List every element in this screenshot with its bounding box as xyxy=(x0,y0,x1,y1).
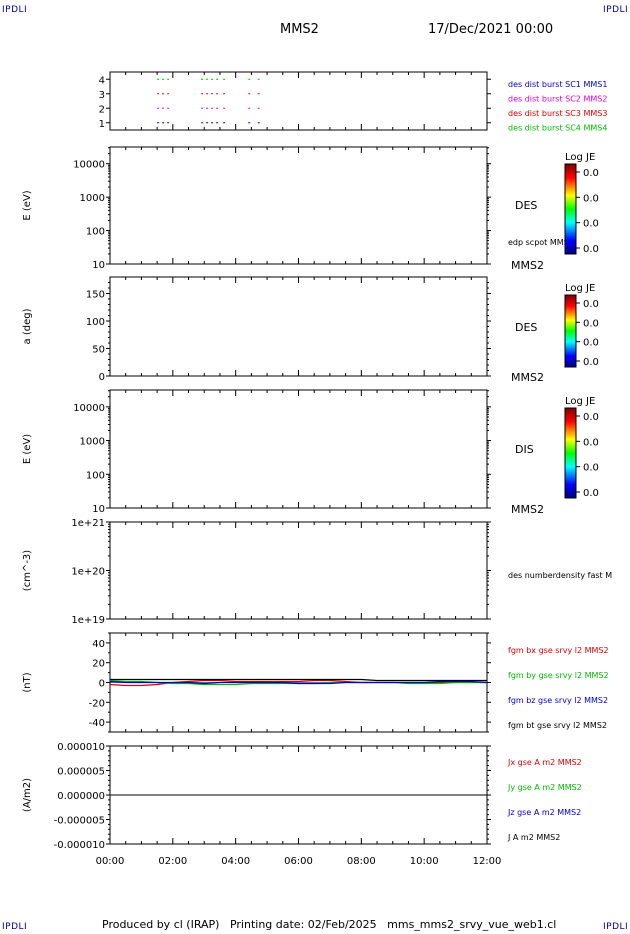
y-tick-label: 10000 xyxy=(73,403,105,414)
instrument-label: DIS xyxy=(515,443,534,456)
corner-label-bottom-left: IPDLI xyxy=(2,922,28,932)
y-tick-label: 100 xyxy=(86,317,105,328)
y-tick-label: 10000 xyxy=(73,160,105,171)
y-tick-label: 50 xyxy=(92,345,105,356)
colorbar-tick-label: 0.0 xyxy=(583,338,599,349)
y-tick-label: 100 xyxy=(86,470,105,481)
y-tick-label: -0.000005 xyxy=(54,816,105,827)
legend-label: fgm bx gse srvy l2 MMS2 xyxy=(508,646,609,655)
x-tick-label: 12:00 xyxy=(473,856,502,867)
y-tick-label: 0.000005 xyxy=(57,767,105,778)
colorbar-tick-label: 0.0 xyxy=(583,299,599,310)
x-tick-label: 00:00 xyxy=(96,856,125,867)
y-axis-label: a (deg) xyxy=(22,308,33,344)
corner-label: MMS2 xyxy=(511,371,544,384)
y-tick-label: 3 xyxy=(99,90,105,101)
y-tick-label: 0.000000 xyxy=(57,791,105,802)
series-line-blue xyxy=(109,680,488,685)
legend-label: fgm bt gse srvy l2 MMS2 xyxy=(508,721,607,730)
legend-label: des dist burst SC3 MMS3 xyxy=(508,109,607,118)
instrument-label: DES xyxy=(515,321,537,334)
colorbar xyxy=(564,163,577,255)
y-tick-label: 10 xyxy=(92,260,105,271)
colorbar-tick-label: 0.0 xyxy=(583,193,599,204)
colorbar xyxy=(564,294,577,368)
spacecraft-title: MMS2 xyxy=(280,22,319,37)
y-tick-label: -0.000010 xyxy=(54,840,105,851)
overlay-label: edp scpot MMS2 xyxy=(508,238,574,247)
colorbar-tick-label: 0.0 xyxy=(583,219,599,230)
y-tick-label: 0 xyxy=(99,679,105,690)
x-tick-label: 08:00 xyxy=(347,856,376,867)
y-tick-label: 1e+19 xyxy=(71,615,105,626)
y-tick-label: 1000 xyxy=(80,193,105,204)
legend-label: fgm by gse srvy l2 MMS2 xyxy=(508,671,609,680)
y-tick-label: 150 xyxy=(86,290,105,301)
colorbar-tick-label: 0.0 xyxy=(583,463,599,474)
y-tick-label: 1 xyxy=(99,119,105,130)
corner-label-bottom-right: IPDLI xyxy=(603,922,629,932)
y-axis-label: E (eV) xyxy=(22,190,33,220)
legend-label: Jz gse A m2 MMS2 xyxy=(507,808,581,817)
y-axis-label: (A/m2) xyxy=(22,778,33,812)
y-tick-label: 4 xyxy=(99,75,105,86)
x-tick-label: 02:00 xyxy=(158,856,187,867)
legend-label: Jy gse A m2 MMS2 xyxy=(507,783,582,792)
colorbar-tick-label: 0.0 xyxy=(583,488,599,499)
panel-frame xyxy=(109,276,488,377)
colorbar-title: Log JE xyxy=(565,396,595,407)
y-tick-label: 1e+21 xyxy=(71,518,105,529)
corner-label: MMS2 xyxy=(511,503,544,516)
colorbar-tick-label: 0.0 xyxy=(583,168,599,179)
instrument-label: DES xyxy=(515,199,537,212)
x-tick-label: 04:00 xyxy=(221,856,250,867)
x-tick-label: 06:00 xyxy=(284,856,313,867)
colorbar-title: Log JE xyxy=(565,152,595,163)
y-axis-label: E (eV) xyxy=(22,434,33,464)
panel-frame xyxy=(109,71,488,131)
y-tick-label: 20 xyxy=(92,659,105,670)
legend-label: des dist burst SC4 MMS4 xyxy=(508,124,607,133)
panel-frame xyxy=(109,389,488,509)
legend-label: des numberdensity fast M xyxy=(508,571,612,580)
legend-label: des dist burst SC2 MMS2 xyxy=(508,95,607,104)
y-tick-label: 0.000010 xyxy=(57,742,105,753)
colorbar xyxy=(564,407,577,499)
y-axis-label: (nT) xyxy=(22,672,33,692)
panel-frame xyxy=(109,146,488,265)
y-tick-label: 2 xyxy=(99,104,105,115)
x-tick-label: 10:00 xyxy=(410,856,439,867)
y-tick-label: -20 xyxy=(89,698,105,709)
colorbar-tick-label: 0.0 xyxy=(583,244,599,255)
y-tick-label: -40 xyxy=(89,718,105,729)
y-tick-label: 1000 xyxy=(80,437,105,448)
corner-label-top-right: IPDLI xyxy=(603,5,629,15)
colorbar-tick-label: 0.0 xyxy=(583,412,599,423)
colorbar-tick-label: 0.0 xyxy=(583,437,599,448)
y-tick-label: 1e+20 xyxy=(71,567,105,578)
panel-frame xyxy=(109,521,488,620)
y-tick-label: 40 xyxy=(92,639,105,650)
y-tick-label: 0 xyxy=(99,372,105,383)
corner-label-top-left: IPDLI xyxy=(2,5,28,15)
legend-label: des dist burst SC1 MMS1 xyxy=(508,80,607,89)
legend-label: Jx gse A m2 MMS2 xyxy=(507,758,582,767)
y-tick-label: 100 xyxy=(86,227,105,238)
legend-label: fgm bz gse srvy l2 MMS2 xyxy=(508,696,608,705)
colorbar-tick-label: 0.0 xyxy=(583,318,599,329)
series-line-black xyxy=(110,678,487,682)
corner-label: MMS2 xyxy=(511,259,544,272)
legend-label: J A m2 MMS2 xyxy=(507,833,560,842)
footer-credits: Produced by cl (IRAP) Printing date: 02/… xyxy=(102,918,557,931)
date-title: 17/Dec/2021 00:00 xyxy=(428,22,554,37)
y-axis-label: (cm^-3) xyxy=(22,550,33,591)
y-tick-label: 10 xyxy=(92,504,105,515)
colorbar-title: Log JE xyxy=(565,283,595,294)
colorbar-tick-label: 0.0 xyxy=(583,357,599,368)
